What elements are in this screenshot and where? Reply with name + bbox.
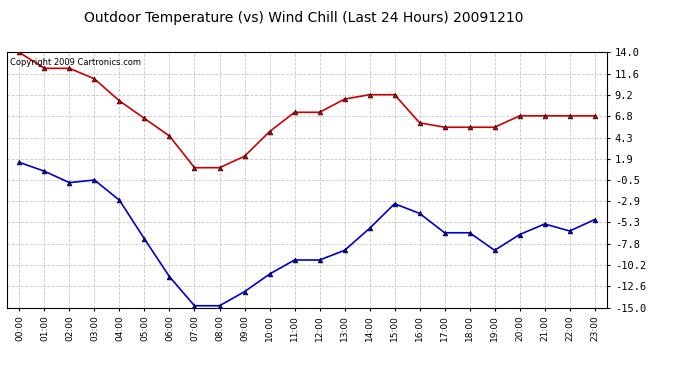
Text: Outdoor Temperature (vs) Wind Chill (Last 24 Hours) 20091210: Outdoor Temperature (vs) Wind Chill (Las… bbox=[84, 11, 523, 25]
Text: Copyright 2009 Cartronics.com: Copyright 2009 Cartronics.com bbox=[10, 58, 141, 67]
